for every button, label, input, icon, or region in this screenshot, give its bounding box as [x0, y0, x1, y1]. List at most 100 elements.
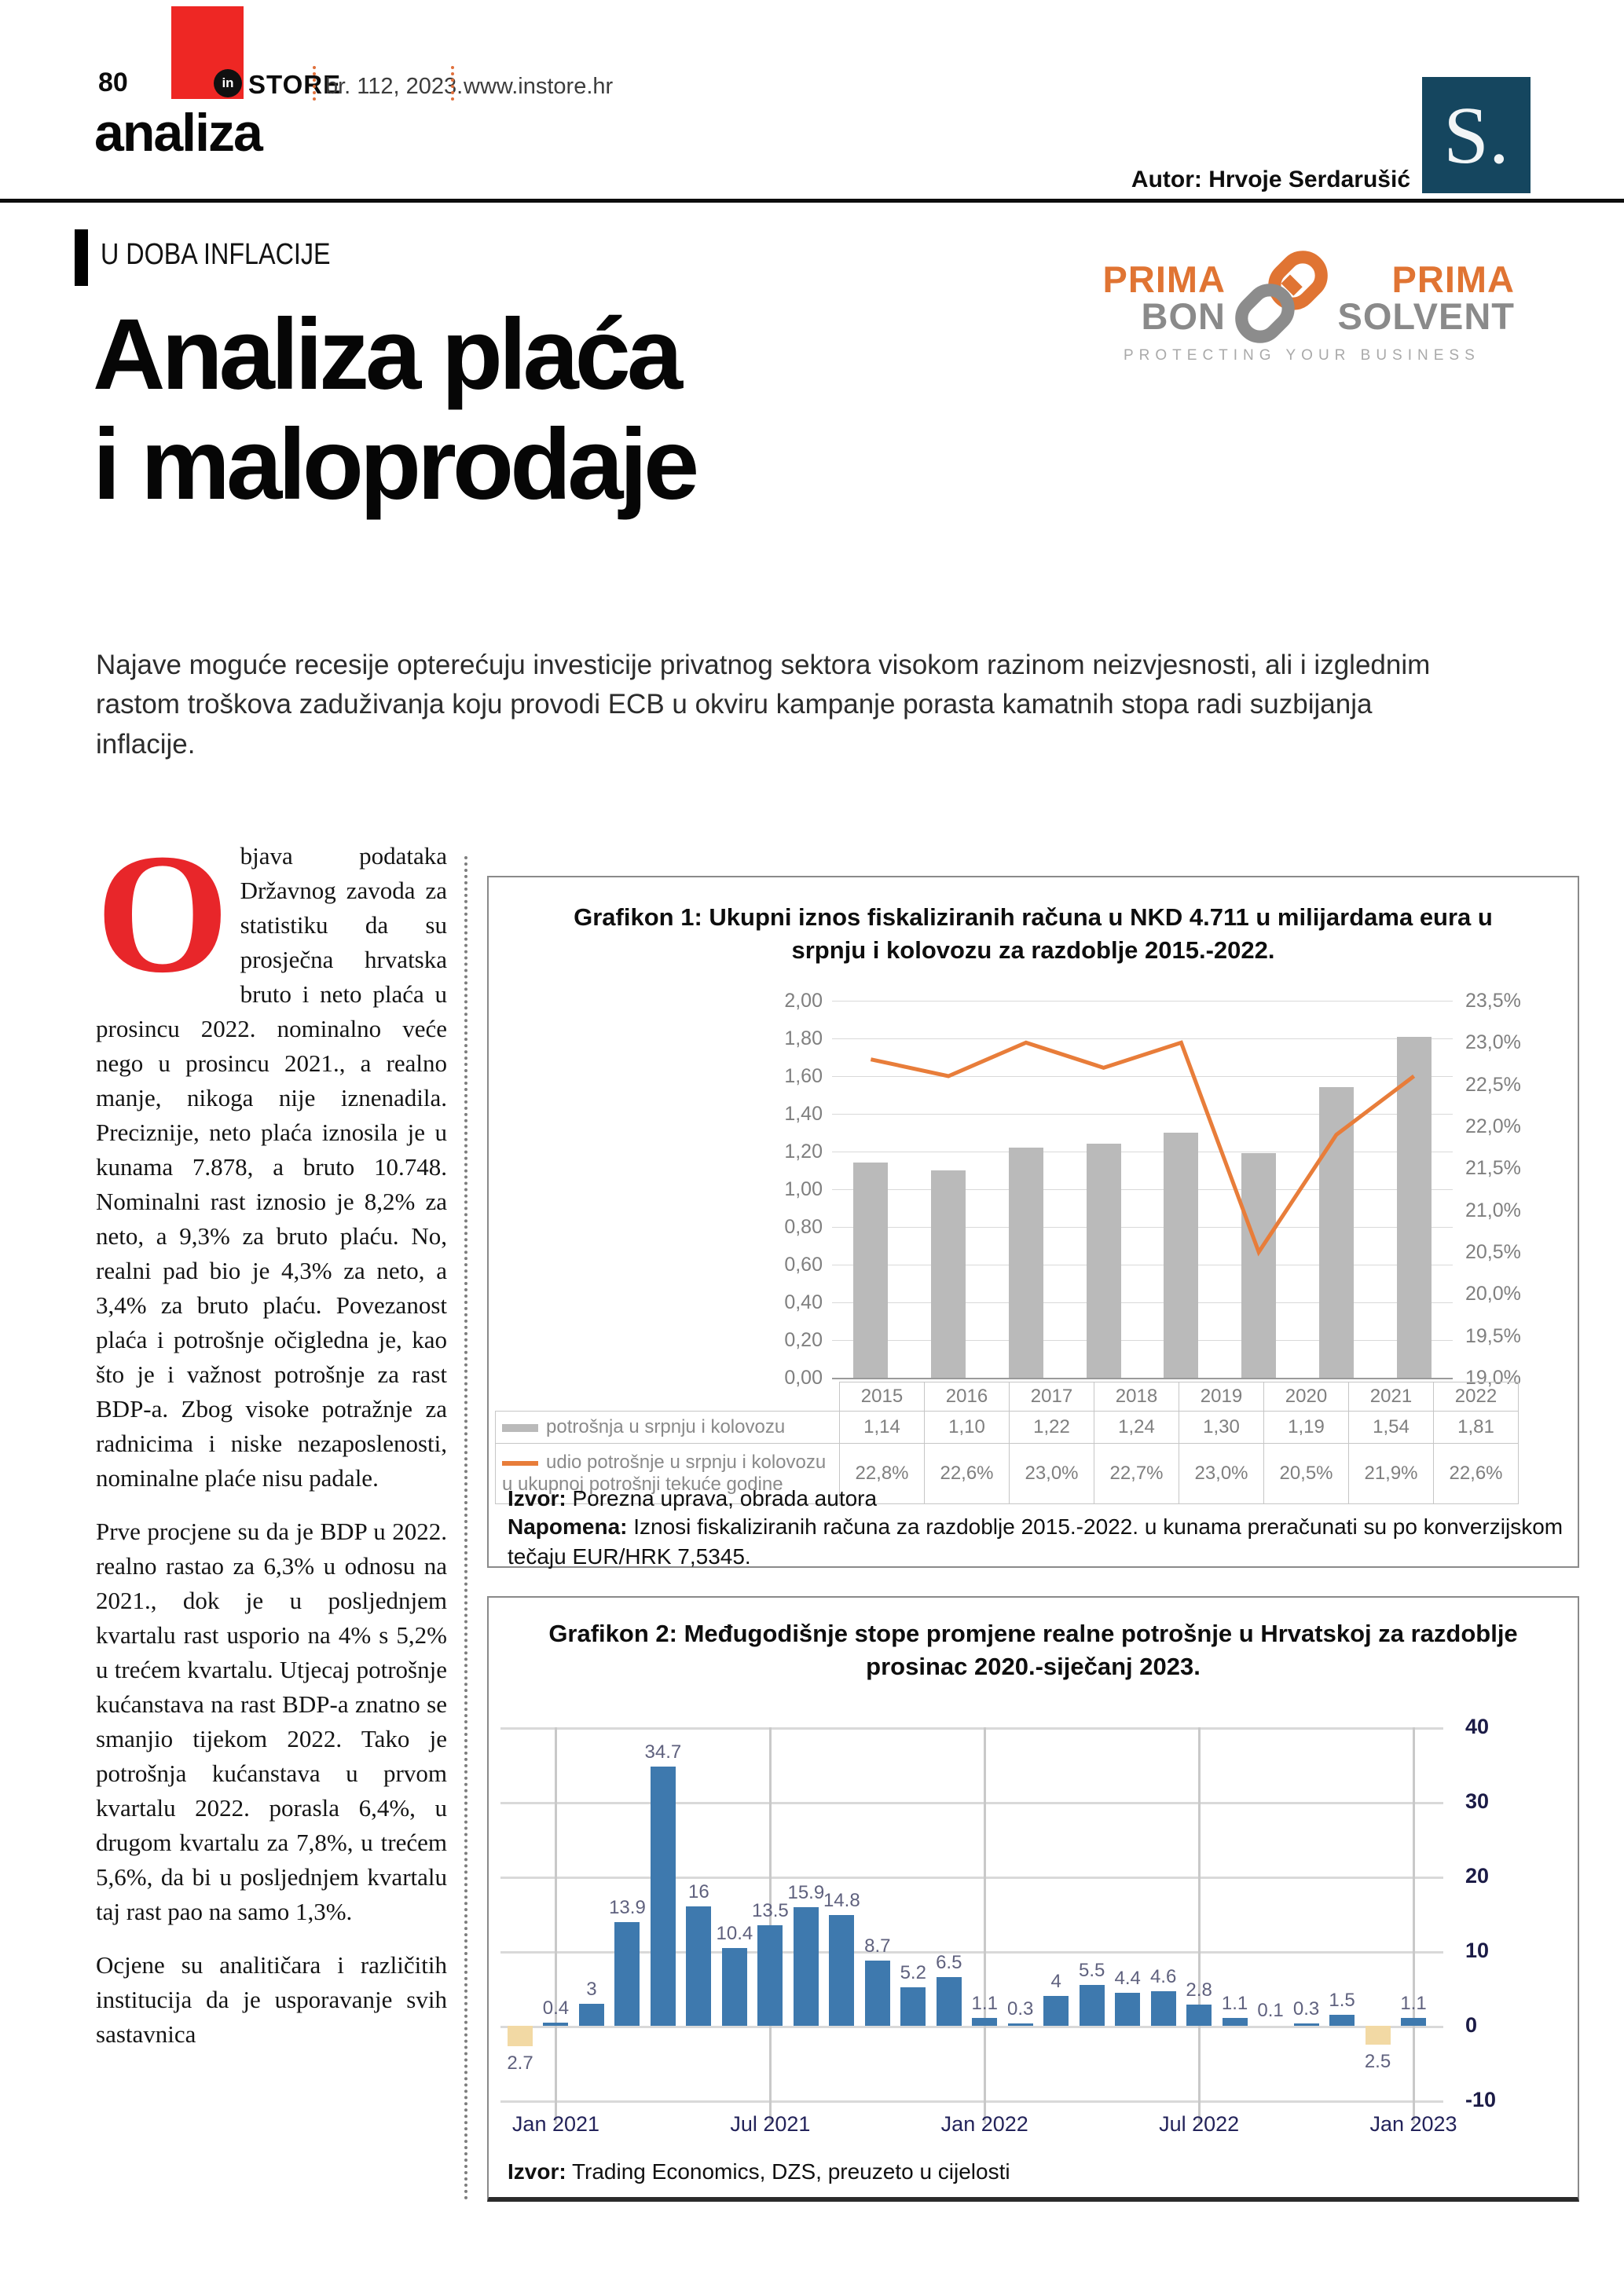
bar [1086, 1144, 1121, 1378]
x-axis-label: Jan 2023 [1369, 2112, 1457, 2136]
bar [1007, 2023, 1033, 2026]
value-cell: 1,19 [1263, 1411, 1349, 1444]
bar [1329, 2014, 1355, 2026]
value-cell: 21,9% [1348, 1443, 1434, 1504]
gridline [1412, 1727, 1415, 2124]
value-cell: 1,24 [1094, 1411, 1179, 1444]
chart2-box: Grafikon 2: Međugodišnje stope promjene … [487, 1596, 1579, 2202]
bar [1293, 2023, 1319, 2026]
year-header-cell: 2022 [1433, 1382, 1519, 1412]
bar-value-label: 3 [586, 1978, 597, 2000]
line-legend-swatch [502, 1460, 538, 1466]
column-divider [464, 856, 467, 2201]
year-header-cell: 2018 [1094, 1382, 1179, 1412]
year-header-cell: 2016 [924, 1382, 1010, 1412]
bar [853, 1163, 889, 1378]
chart1-box: Grafikon 1: Ukupni iznos fiskaliziranih … [487, 876, 1579, 1569]
bar-value-label: 16 [688, 1881, 709, 1902]
bar-value-label: 15.9 [787, 1881, 825, 1903]
note-label: Napomena: [508, 1514, 628, 1539]
bar [1164, 1133, 1199, 1378]
year-header-cell: 2019 [1179, 1382, 1264, 1412]
value-cell: 20,5% [1263, 1443, 1349, 1504]
axis-tick-label: 22,5% [1465, 1073, 1521, 1096]
axis-tick-label: 23,0% [1465, 1031, 1521, 1054]
value-cell: 22,6% [924, 1443, 1010, 1504]
bar-value-label: 0.3 [1292, 1998, 1320, 2020]
bar [1115, 1993, 1141, 2026]
axis-tick-label: 1,20 [784, 1141, 823, 1163]
bar-value-label: 4.4 [1114, 1968, 1141, 1990]
value-cell: 22,6% [1433, 1443, 1519, 1504]
gridline [500, 1727, 1443, 1730]
bar-value-label: 34.7 [644, 1741, 682, 1763]
paragraph: Ocjene su analitičara i različitih insti… [96, 1951, 447, 2048]
chart2-plot: 2.7 0.4 3 13.9 34.7 16 10.4 13.5 15.9 14.8 8.7 5.2 6… [500, 1727, 1443, 2124]
legend-label: udio potrošnje u srpnju i kolovozu u uku… [502, 1452, 827, 1495]
gridline [500, 2026, 1443, 2028]
author-byline: Autor: Hrvoje Serdarušić [1131, 167, 1410, 192]
axis-tick-label: 0,20 [784, 1329, 823, 1351]
axis-tick-label: 0 [1465, 2013, 1478, 2037]
bar [721, 1948, 747, 2026]
chart1-title: Grafikon 1: Ukupni iznos fiskaliziranih … [574, 903, 1493, 964]
bar [614, 1921, 640, 2026]
value-cell: 22,7% [1094, 1443, 1179, 1504]
prima-tagline: PROTECTING YOUR BUSINESS [1124, 347, 1480, 364]
headline-line2: i maloprodaje [93, 408, 699, 521]
edition-label: br. 112, 2023. [325, 74, 464, 99]
bar [1396, 1036, 1432, 1378]
intro-paragraph: Najave moguće recesije opterećuju invest… [96, 650, 1431, 760]
dropcap: O [96, 819, 229, 1009]
value-cell: 23,0% [1179, 1443, 1264, 1504]
bar [1222, 2017, 1248, 2026]
gridline [832, 1114, 1453, 1115]
bar-value-label: 1.5 [1329, 1989, 1355, 2011]
bar [793, 1906, 819, 2026]
gridline [500, 1802, 1443, 1804]
header-separator-icon [451, 66, 454, 101]
website-link[interactable]: www.instore.hr [464, 74, 614, 99]
gridline [832, 1227, 1453, 1228]
prima-right-label: PRIMA [1391, 258, 1515, 300]
legend-label: potrošnja u srpnju i kolovozu [546, 1416, 786, 1437]
bar [936, 1977, 962, 2026]
x-axis-label: Jul 2021 [730, 2112, 811, 2136]
note-text: Iznosi fiskaliziranih računa za razdoblj… [508, 1514, 1564, 1569]
bar-value-label: 10.4 [716, 1923, 753, 1945]
axis-tick-label: 1,00 [784, 1178, 823, 1200]
bon-label: BON [1141, 295, 1226, 337]
axis-tick-label: 1,60 [784, 1065, 823, 1087]
gridline [983, 1727, 986, 2124]
chart2-title: Grafikon 2: Međugodišnje stope promjene … [548, 1620, 1518, 1680]
chart1-source: Izvor: Porezna uprava, obrada autora [508, 1484, 877, 1514]
bar-value-label: 13.9 [609, 1896, 646, 1918]
bar [1401, 2017, 1426, 2026]
source-label: Izvor: [508, 2159, 566, 2184]
x-axis-label: Jan 2022 [940, 2112, 1028, 2136]
gridline [832, 1076, 1453, 1077]
header-separator-icon [313, 66, 316, 101]
bar-value-label: 2.8 [1186, 1979, 1212, 2001]
headline-line1: Analiza plaća [93, 298, 683, 411]
bar [829, 1915, 855, 2026]
bar [508, 2026, 533, 2046]
axis-tick-label: 10 [1465, 1939, 1490, 1962]
prima-left-label: PRIMA [1102, 258, 1226, 300]
axis-tick-label: 0,80 [784, 1216, 823, 1238]
value-cell: 1,81 [1433, 1411, 1519, 1444]
axis-tick-label: 19,5% [1465, 1324, 1521, 1347]
year-header-cell: 2017 [1009, 1382, 1094, 1412]
axis-tick-label: 30 [1465, 1789, 1490, 1813]
source-text: Porezna uprava, obrada autora [566, 1486, 878, 1511]
gridline [554, 1727, 557, 2124]
prima-bon-solvent-logo: PRIMA BON PRIMA SOLVENT PROTECTING YOUR … [1092, 248, 1516, 374]
line-series [870, 1040, 1416, 1257]
instore-in-icon: in [214, 69, 242, 97]
bar-value-label: 5.5 [1078, 1959, 1105, 1981]
axis-tick-label: 0,60 [784, 1254, 823, 1276]
bar-value-label: 2.5 [1364, 2050, 1391, 2072]
kicker: U DOBA INFLACIJE [101, 238, 331, 271]
trend-line [870, 1040, 1416, 1257]
